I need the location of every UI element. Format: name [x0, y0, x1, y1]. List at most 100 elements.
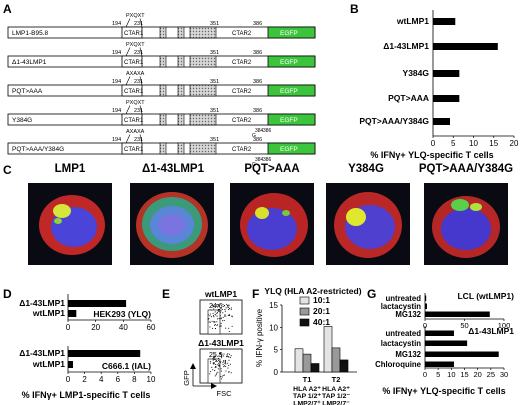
bar: [425, 340, 468, 346]
y-axis-label: GFP: [182, 370, 191, 385]
event-dot: [223, 359, 225, 362]
panel-a-constructs: LMP1-B95.8 CTAR1 CTAR2 EGFP 194 231 351 386 PXQX…: [7, 13, 316, 168]
event-dot: [227, 304, 229, 306]
group-sublabel: LMP2/7⁺: [293, 400, 321, 405]
panel-b-chart: wtLMP1 Δ1-43LMP1 Y384G PQT>AAA PQT>AAA/Y384G…: [359, 10, 519, 160]
event-dot: [213, 356, 215, 358]
event-dot: [218, 355, 220, 357]
event-dot: [215, 306, 217, 308]
panel-letter-d: D: [3, 287, 12, 301]
bar: [425, 303, 427, 309]
event-dot: [216, 313, 218, 315]
repeat-box: [177, 142, 185, 155]
motif-pointer: [125, 47, 131, 57]
event-dot: [222, 316, 224, 318]
motif-label: PXQXT: [126, 42, 145, 48]
suffix-residue: 384: [255, 157, 264, 163]
group-sublabel: LMP2/7⁻: [322, 400, 350, 405]
panel-letter-b: B: [350, 2, 359, 16]
x-tick-label: 0: [66, 323, 71, 332]
group-sublabel: HLA A2⁺: [293, 386, 321, 393]
x-tick-label: 8: [132, 375, 137, 384]
egfp-label: EGFP: [280, 59, 298, 66]
event-dot: [220, 370, 222, 372]
x-tick-label: 6: [116, 375, 121, 384]
event-dot: [218, 358, 220, 360]
event-dot: [218, 304, 220, 307]
event-dot: [223, 355, 225, 357]
x-tick-label: 15: [460, 370, 468, 379]
event-dot: [223, 365, 225, 367]
flow-plot-title: Δ1-43LMP1: [198, 338, 244, 348]
residue-number: 194: [112, 108, 121, 114]
event-dot: [216, 318, 219, 320]
event-dot: [219, 325, 221, 327]
motif-pointer: [125, 105, 131, 115]
x-tick-label: 5: [436, 370, 440, 379]
event-dot: [224, 309, 226, 311]
event-dot: [231, 316, 233, 318]
event-dot: [219, 361, 221, 363]
x-axis-label: % IFNγ+ YLQ-specific T cells: [370, 150, 493, 160]
micrograph-lmp1: [28, 183, 112, 265]
event-dot: [220, 307, 222, 309]
legend-label: 20:1: [313, 306, 330, 316]
chart-title: YLQ (HLA A2-restricted): [264, 286, 361, 296]
repeat-box: [159, 26, 167, 39]
event-dot: [218, 304, 220, 306]
residue-number: 231: [134, 50, 143, 56]
legend-label: 10:1: [313, 295, 330, 305]
residue-number: 351: [210, 50, 219, 56]
x-tick-label: 2: [82, 375, 87, 384]
bar: [294, 348, 304, 373]
cell-line-annotation: HEK293 (YLQ): [93, 309, 151, 319]
event-dot: [228, 356, 230, 358]
residue-number: 231: [134, 21, 143, 27]
event-dot: [219, 311, 221, 313]
gfp-arrow-head: [190, 363, 196, 369]
event-dot: [209, 326, 211, 328]
event-dot: [228, 305, 230, 307]
bar-label: wtLMP1: [396, 16, 429, 26]
motif-pointer: [125, 18, 131, 28]
y-tick-label: 10: [269, 323, 278, 332]
motif-label: AXAXA: [126, 129, 145, 135]
repeat-box: [189, 26, 217, 39]
bar-label: Y384G: [403, 68, 430, 78]
gate-percentage: 25.9: [209, 352, 223, 359]
event-dot: [214, 367, 216, 369]
event-dot: [227, 362, 229, 364]
event-dot: [212, 357, 214, 360]
legend-label: 40:1: [313, 317, 330, 327]
x-tick-label: 100: [498, 321, 511, 330]
event-dot: [223, 366, 225, 368]
suffix-aa: G: [252, 133, 256, 139]
bar: [302, 353, 312, 373]
suffix-residue: 386: [263, 157, 272, 163]
event-dot: [222, 374, 224, 376]
bar: [425, 330, 454, 336]
micrograph-pqt-aaa: [230, 183, 314, 265]
group-label: T2: [332, 375, 341, 384]
event-dot: [225, 370, 227, 372]
bar-label: Δ1-43LMP1: [383, 41, 429, 51]
x-axis-label: FSC: [217, 389, 233, 398]
motif-pointer: [139, 76, 143, 86]
x-tick-label: 0: [66, 375, 71, 384]
ctar1-label: CTAR1: [124, 147, 144, 153]
event-dot: [230, 307, 232, 309]
event-dot: [211, 366, 213, 368]
event-dot: [228, 364, 230, 366]
bar: [323, 326, 333, 373]
x-tick-label: 5: [451, 139, 456, 148]
event-dot: [226, 303, 228, 305]
x-tick-label: 40: [119, 323, 128, 332]
event-dot: [218, 362, 220, 364]
legend-swatch: [299, 296, 310, 305]
event-dot: [228, 309, 230, 311]
event-dot: [227, 314, 229, 316]
event-dot: [222, 312, 224, 314]
event-dot: [221, 357, 223, 359]
